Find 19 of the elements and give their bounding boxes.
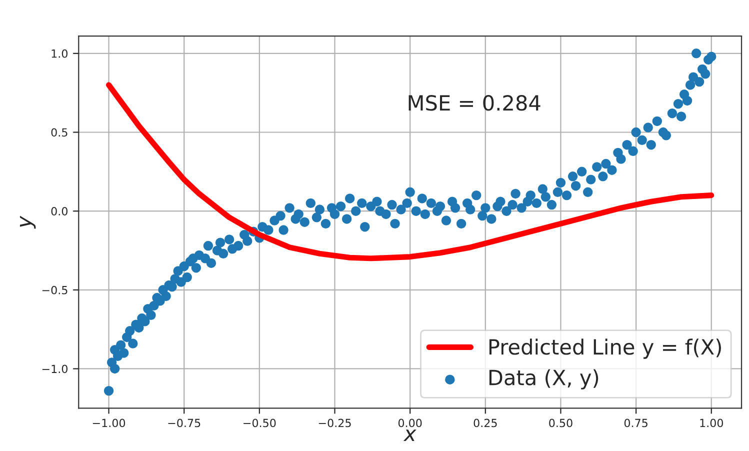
y-tick-label: 1.0	[52, 49, 68, 58]
x-tick-label: −0.50	[244, 418, 276, 428]
x-tick-label: 0.25	[474, 418, 497, 428]
y-tick-label: −1.0	[42, 364, 68, 374]
x-tick-label: −0.25	[318, 418, 351, 428]
annotation: MSE = 0.284	[408, 95, 540, 111]
x-tick-label: 0.50	[549, 418, 572, 428]
x-axis-title: x	[403, 430, 416, 441]
x-tick-label: 1.00	[700, 418, 724, 428]
legend-label: Predicted Line y = f(X)	[489, 338, 721, 359]
x-tick-label: −1.00	[92, 418, 126, 428]
y-tick-label: 0.0	[51, 207, 68, 216]
x-tick-label: 0.00	[398, 418, 422, 428]
x-tick-label: 0.75	[624, 418, 648, 428]
legend-label: Data (X, y)	[489, 369, 598, 390]
y-tick-label: 0.5	[51, 128, 68, 137]
y-axis-title: y	[20, 216, 36, 229]
y-tick-label: −0.5	[42, 286, 68, 294]
x-tick-label: −0.75	[168, 418, 200, 428]
